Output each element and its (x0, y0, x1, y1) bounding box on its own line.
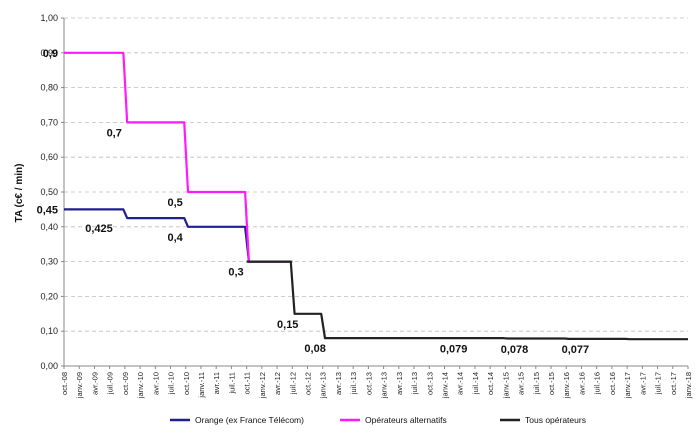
x-tick-label: janv.-13 (380, 372, 389, 399)
y-tick-label: 0,50 (40, 187, 58, 197)
x-tick-label: avr.-17 (638, 372, 647, 395)
x-tick-label: avr.-12 (273, 372, 282, 395)
y-tick-label: 0,20 (40, 291, 58, 301)
x-tick-label: janv.-11 (197, 372, 206, 399)
x-tick-label: janv.-10 (136, 372, 145, 399)
x-tick-label: janv.-18 (684, 372, 693, 399)
x-tick-label: oct.-13 (364, 372, 373, 395)
x-tick-label: oct.-08 (60, 372, 69, 395)
data-labels: 0,9 0,7 0,45 0,425 0,5 0,4 0,3 0,15 0,08 0,079 0,0… (37, 48, 590, 356)
x-tick-label: juil.-11 (227, 372, 236, 395)
data-label: 0,078 (501, 344, 529, 356)
x-tick-label: janv.-13 (319, 372, 328, 399)
data-label: 0,08 (304, 343, 325, 355)
x-tick-label: oct.-14 (486, 372, 495, 395)
x-tick-label: avr.-16 (577, 372, 586, 395)
legend-label: Tous opérateurs (525, 415, 586, 425)
x-tick-label: juil.-17 (654, 372, 663, 395)
x-tick-label: oct.-15 (547, 372, 556, 395)
x-tick-label: juil.-10 (167, 372, 176, 395)
x-tick-label: oct.-17 (669, 372, 678, 395)
legend-label: Opérateurs alternatifs (365, 415, 447, 425)
series-lines (64, 51, 688, 341)
y-axis-label: TA (c€ / min) (14, 164, 25, 223)
data-label: 0,15 (277, 319, 298, 331)
y-tick-label: 0,70 (40, 117, 58, 127)
data-label: 0,077 (562, 344, 590, 356)
x-tick-label: janv.-12 (258, 372, 267, 399)
y-tick-labels: 0,000,100,200,300,400,500,600,700,800,90… (40, 13, 58, 371)
x-tick-label: oct.-11 (243, 372, 252, 394)
x-tick-label: janv.-17 (623, 372, 632, 399)
y-tick-label: 1,00 (40, 13, 58, 23)
axes (63, 18, 688, 367)
x-tick-label: avr.-14 (456, 372, 465, 395)
x-tick-label: juil.-15 (532, 372, 541, 395)
legend: Orange (ex France Télécom) Opérateurs alt… (170, 415, 586, 425)
x-tick-label: oct.-16 (608, 372, 617, 395)
x-tick-label: avr.-09 (90, 372, 99, 395)
x-tick-label: avr.-13 (395, 372, 404, 395)
x-tick-label: avr.-10 (151, 372, 160, 395)
x-tick-label: avr.-11 (212, 372, 221, 394)
data-label: 0,9 (43, 48, 58, 60)
data-label: 0,7 (107, 127, 122, 139)
data-label: 0,3 (228, 267, 243, 279)
x-tick-label: oct.-13 (425, 372, 434, 395)
x-tick-label: oct.-10 (182, 372, 191, 395)
y-tick-label: 0,60 (40, 152, 58, 162)
x-tick-label: juil.-16 (593, 372, 602, 395)
data-label: 0,425 (85, 223, 113, 235)
data-label: 0,5 (167, 197, 182, 209)
series-line (246, 260, 688, 341)
x-tick-label: janv.-09 (75, 372, 84, 399)
x-tick-label: juil.-14 (471, 372, 480, 395)
legend-label: Orange (ex France Télécom) (195, 415, 304, 425)
x-tick-label: juil.-12 (288, 372, 297, 395)
data-label: 0,4 (167, 232, 183, 244)
x-tick-label: oct.-12 (304, 372, 313, 395)
y-tick-label: 0,90 (40, 48, 58, 58)
x-tick-label: oct.-09 (121, 372, 130, 395)
x-tick-label: avr.-13 (334, 372, 343, 395)
y-tick-label: 0,10 (40, 326, 58, 336)
y-tick-label: 0,80 (40, 83, 58, 93)
data-label: 0,079 (440, 344, 468, 356)
y-tick-label: 0,00 (40, 361, 58, 371)
x-tick-labels: oct.-08 janv.-09 avr.-09 juil.-09 oct.-09 jan… (60, 366, 693, 399)
gridlines (61, 17, 688, 367)
x-tick-label: avr.-15 (517, 372, 526, 395)
x-tick-label: juil.-13 (349, 372, 358, 395)
x-tick-label: janv.-14 (440, 372, 449, 399)
x-tick-label: juil.-09 (106, 372, 115, 395)
y-tick-label: 0,40 (40, 222, 58, 232)
data-label: 0,45 (37, 204, 58, 216)
x-tick-label: juil.-13 (410, 372, 419, 395)
y-tick-label: 0,30 (40, 257, 58, 267)
x-tick-label: janv.-15 (501, 372, 510, 399)
x-tick-label: janv.-16 (562, 372, 571, 399)
